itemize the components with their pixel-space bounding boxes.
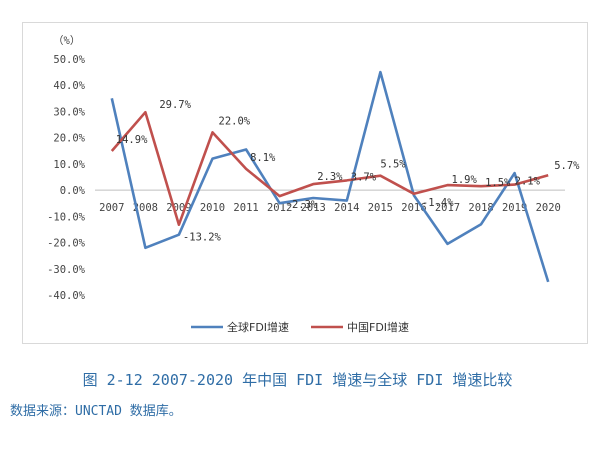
figure-caption: 图 2-12 2007-2020 年中国 FDI 增速与全球 FDI 增速比较 xyxy=(82,371,513,389)
chart-frame: （%） 50.0% 40.0% 30.0% 20.0% 10.0% 0.0% -10.0% -… xyxy=(22,22,588,344)
y-tick-label: 0.0% xyxy=(60,185,86,197)
y-axis-ticks: 50.0% 40.0% 30.0% 20.0% 10.0% 0.0% -10.0% -20.0… xyxy=(47,54,86,302)
data-label: -2.3% xyxy=(286,199,318,211)
y-tick-label: -20.0% xyxy=(47,238,86,250)
line-chart: （%） 50.0% 40.0% 30.0% 20.0% 10.0% 0.0% -10.0% -… xyxy=(47,35,580,334)
data-label: 3.7% xyxy=(351,171,377,183)
data-label: -13.2% xyxy=(183,232,222,244)
data-label: 29.7% xyxy=(159,99,191,111)
y-tick-label: -30.0% xyxy=(47,264,86,276)
y-tick-label: -10.0% xyxy=(47,211,86,223)
y-tick-label: 20.0% xyxy=(53,133,85,145)
y-tick-label: 10.0% xyxy=(53,159,85,171)
data-label: 1.9% xyxy=(452,174,478,186)
x-tick-label: 2012 xyxy=(267,202,292,214)
y-tick-label: 40.0% xyxy=(53,80,85,92)
series-lines xyxy=(110,70,550,283)
x-tick-label: 2010 xyxy=(200,202,225,214)
x-tick-label: 2007 xyxy=(99,202,124,214)
data-label: 2.1% xyxy=(515,176,541,188)
x-tick-label: 2014 xyxy=(334,202,359,214)
legend-entry: 全球FDI增速 xyxy=(227,320,289,334)
x-tick-label: 2018 xyxy=(468,202,493,214)
data-label: 2.3% xyxy=(317,171,343,183)
x-tick-label: 2013 xyxy=(301,202,326,214)
x-tick-label: 2020 xyxy=(536,202,561,214)
data-label: 1.5% xyxy=(485,177,511,189)
data-labels: 14.9%29.7%-13.2%22.0%8.1%-2.3%2.3% 3.7%5.… xyxy=(116,99,580,243)
y-tick-label: -40.0% xyxy=(47,290,86,302)
data-label: 14.9% xyxy=(116,134,148,146)
legend: 全球FDI增速 中国FDI增速 xyxy=(191,320,409,334)
data-label: 22.0% xyxy=(219,115,251,127)
x-tick-label: 2015 xyxy=(368,202,393,214)
series-line-0 xyxy=(110,70,550,283)
x-tick-label: 2008 xyxy=(133,202,158,214)
data-label: 8.1% xyxy=(250,152,276,164)
data-source-note: 数据来源：UNCTAD 数据库。 xyxy=(10,404,182,419)
y-tick-label: 50.0% xyxy=(53,54,85,66)
data-label: -1.4% xyxy=(422,197,454,209)
y-unit-label: （%） xyxy=(53,35,80,47)
x-tick-label: 2017 xyxy=(435,202,460,214)
series-line-1 xyxy=(110,110,549,226)
data-label: 5.5% xyxy=(380,159,406,171)
legend-entry: 中国FDI增速 xyxy=(347,320,409,334)
x-tick-label: 2019 xyxy=(502,202,527,214)
y-tick-label: 30.0% xyxy=(53,106,85,118)
x-tick-label: 2011 xyxy=(233,202,258,214)
data-label: 5.7% xyxy=(554,160,580,172)
